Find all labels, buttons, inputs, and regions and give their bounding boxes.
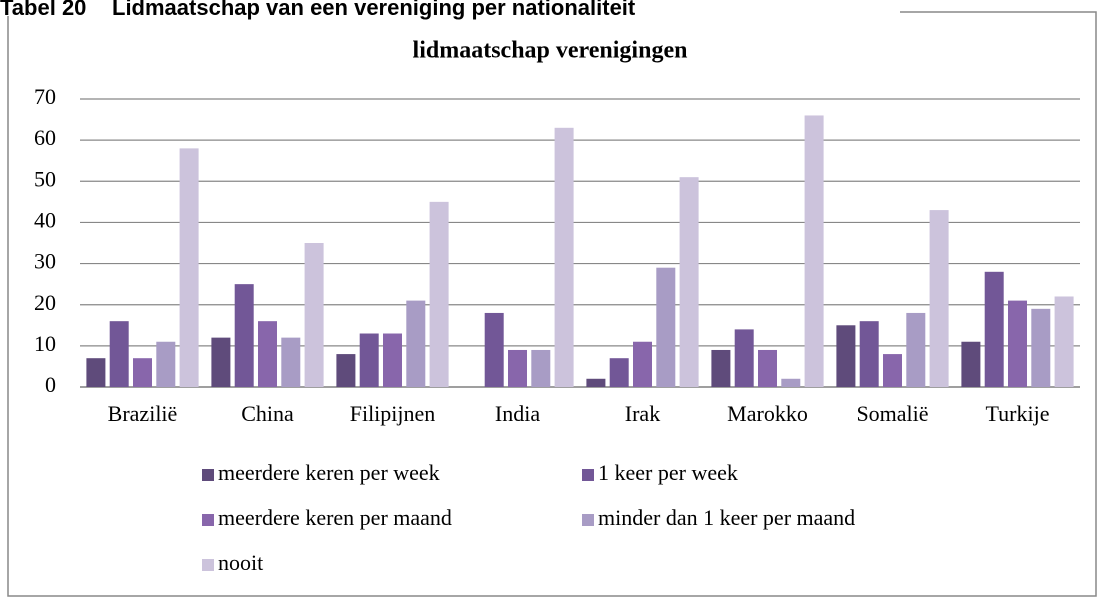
bar (929, 210, 949, 387)
bar (679, 177, 699, 387)
bar (281, 337, 301, 387)
legend-label: meerdere keren per maand (218, 505, 452, 530)
bar (984, 271, 1004, 387)
legend-swatch (202, 469, 214, 481)
legend-label: minder dan 1 keer per maand (598, 505, 855, 530)
heading-text: Lidmaatschap van een vereniging per nati… (112, 0, 636, 20)
bar (1008, 300, 1027, 387)
bar (633, 341, 652, 387)
bar (554, 127, 574, 388)
y-tick-label: 60 (34, 125, 56, 150)
chart-title: lidmaatschap verenigingen (413, 38, 688, 64)
x-tick-label: Brazilië (108, 401, 178, 426)
legend-swatch (582, 514, 594, 526)
bar (836, 325, 856, 387)
x-tick-label: China (241, 401, 294, 426)
legend-label: nooit (218, 550, 263, 575)
legend-label: meerdere keren per week (218, 460, 440, 485)
x-tick-label: India (495, 401, 540, 426)
bar (133, 358, 152, 387)
legend-label: 1 keer per week (598, 460, 738, 485)
bar (508, 349, 527, 387)
y-tick-label: 0 (45, 372, 56, 397)
legend-swatch (202, 559, 214, 571)
bar (531, 349, 551, 387)
bar (1054, 296, 1074, 387)
x-tick-label: Turkije (986, 401, 1050, 426)
bar (211, 337, 231, 387)
bar (109, 321, 129, 387)
legend-swatch (202, 514, 214, 526)
x-tick-label: Marokko (727, 401, 808, 426)
y-tick-label: 30 (34, 249, 56, 274)
bar (883, 354, 902, 387)
bar (406, 300, 426, 387)
bar (781, 378, 801, 387)
bar (586, 378, 606, 387)
x-tick-label: Irak (625, 401, 660, 426)
bar (961, 341, 981, 387)
heading-label: Tabel 20 (0, 0, 86, 20)
bar (734, 329, 754, 387)
bar (804, 115, 824, 387)
bar (429, 201, 449, 387)
bar (234, 284, 254, 387)
bar (906, 312, 926, 387)
bar (156, 341, 176, 387)
legend-swatch (582, 469, 594, 481)
y-tick-label: 20 (34, 290, 56, 315)
bar (656, 267, 676, 387)
x-tick-label: Somalië (856, 401, 928, 426)
y-tick-label: 40 (34, 207, 56, 232)
y-tick-label: 50 (34, 166, 56, 191)
bar (711, 349, 731, 387)
bar (484, 312, 504, 387)
bar (304, 243, 324, 387)
bar (179, 148, 199, 387)
bar (383, 333, 402, 387)
bar (758, 349, 777, 387)
bar (859, 321, 879, 387)
bar (258, 321, 277, 387)
x-tick-label: Filipijnen (350, 401, 436, 426)
y-tick-label: 70 (34, 84, 56, 109)
bar (359, 333, 379, 387)
bar (609, 358, 629, 387)
bar (86, 358, 106, 387)
bar (336, 354, 356, 387)
y-tick-label: 10 (34, 331, 56, 356)
bar (1031, 308, 1051, 387)
heading-bg (0, 0, 900, 16)
